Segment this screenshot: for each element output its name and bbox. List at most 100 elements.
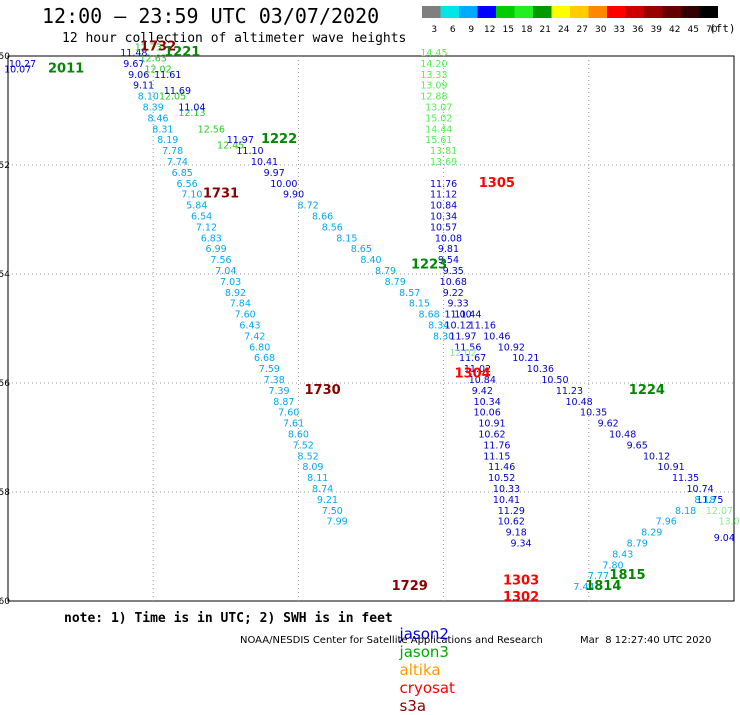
wave-height-value: 7.38 <box>264 375 285 386</box>
wave-height-value: 7.04 <box>215 266 236 277</box>
pass-number-label: 1729 <box>392 579 428 594</box>
wave-height-value: 8.18 <box>675 506 696 517</box>
color-swatch <box>551 6 570 18</box>
wave-height-value: 10.57 <box>430 222 457 233</box>
color-scale-label: 21 <box>540 25 551 35</box>
pass-number-label: 1730 <box>305 383 341 398</box>
wave-height-value: 12.02 <box>449 348 476 359</box>
pass-number-label: 1814 <box>585 579 621 594</box>
color-swatch <box>607 6 626 18</box>
wave-height-value: 10.84 <box>430 201 457 212</box>
color-scale-label: 9 <box>468 25 474 35</box>
wave-height-value: 7.84 <box>230 299 251 310</box>
wave-height-value: 11.35 <box>672 473 699 484</box>
wave-height-value: 12.63 <box>140 53 167 64</box>
wave-height-value: 11.00 <box>445 310 472 321</box>
mission-cryosat: cryosat <box>399 679 455 697</box>
color-scale-label: 18 <box>521 25 533 35</box>
color-swatch <box>662 6 681 18</box>
pass-number-label: 1732 <box>140 40 176 55</box>
wave-height-value: 12.45 <box>217 141 244 152</box>
wave-height-value: 11.23 <box>556 386 583 397</box>
wave-height-value: 9.18 <box>506 528 527 539</box>
wave-height-value: 11.10 <box>236 146 263 157</box>
wave-height-value: 7.99 <box>327 517 348 528</box>
color-swatch <box>588 6 607 18</box>
color-scale-label: 12 <box>484 25 495 35</box>
wave-height-value: 12.56 <box>198 124 225 135</box>
wave-height-value: 10.33 <box>493 484 520 495</box>
map-frame <box>7 55 735 602</box>
wave-height-value: 9.90 <box>283 190 304 201</box>
wave-height-value: 8.39 <box>143 103 164 114</box>
color-scale-label: 42 <box>669 25 680 35</box>
wave-height-value: 12.13 <box>178 108 205 119</box>
wave-height-value: 13.81 <box>430 146 457 157</box>
wave-height-value: 15.02 <box>425 113 452 124</box>
color-swatch <box>459 6 478 18</box>
wave-height-value: 12.88 <box>420 92 447 103</box>
wave-height-value: 7.96 <box>656 517 677 528</box>
wave-height-value: 10.27 <box>9 59 36 70</box>
color-scale-label: 27 <box>577 25 588 35</box>
wave-height-value: 14.20 <box>420 59 447 70</box>
wave-height-value: 11.61 <box>154 70 181 81</box>
wave-height-value: 8.40 <box>360 255 381 266</box>
wave-height-value: 7.74 <box>167 157 188 168</box>
wave-height-value: 11.04 <box>178 103 205 114</box>
lat-tick-label: -50 <box>0 52 10 62</box>
wave-height-value: 8.10 <box>138 92 159 103</box>
pass-number-label: 1731 <box>203 187 239 202</box>
color-scale-label: 39 <box>651 25 663 35</box>
wave-height-value: 14.44 <box>425 124 452 135</box>
wave-height-value: 11.97 <box>227 135 254 146</box>
wave-height-value: 10.52 <box>488 473 515 484</box>
lat-tick-label: -56 <box>0 379 10 389</box>
wave-height-value: 10.00 <box>270 179 297 190</box>
wave-height-value: 8.68 <box>419 310 440 321</box>
wave-height-value: 8.30 <box>433 331 454 342</box>
wave-height-value: 8.43 <box>612 549 633 560</box>
wave-height-value: 7.78 <box>162 146 183 157</box>
pass-number-label: 2011 <box>48 61 84 76</box>
pass-number-label: 1222 <box>261 132 297 147</box>
wave-height-value: 15.61 <box>425 135 452 146</box>
wave-height-value: 7.44 <box>573 582 594 593</box>
wave-height-value: 9.21 <box>317 495 338 506</box>
wave-height-value: 13.09 <box>420 81 447 92</box>
color-swatch <box>477 6 496 18</box>
pass-number-label: 1303 <box>503 574 539 589</box>
wave-height-value: 6.80 <box>249 342 270 353</box>
wave-height-value: 9.54 <box>438 255 459 266</box>
wave-height-value: 6.54 <box>191 212 212 223</box>
wave-height-value: 11.15 <box>483 451 510 462</box>
wave-height-value: 7.56 <box>210 255 231 266</box>
color-scale-label: 45 <box>688 25 699 35</box>
color-scale-label: 24 <box>558 25 570 35</box>
color-scale-legend: 3 6 9 12 15 18 21 24 27 30 33 36 39 42 45 70 <box>422 6 718 35</box>
wave-height-value: 10.34 <box>430 212 457 223</box>
grid-lines <box>8 56 734 601</box>
wave-height-value: 8.57 <box>399 288 420 299</box>
wave-height-value: 8.92 <box>225 288 246 299</box>
pass-number-label: 1224 <box>629 383 665 398</box>
wave-height-value: 6.43 <box>239 321 260 332</box>
wave-height-value: 13.07 <box>425 103 452 114</box>
wave-height-value: 8.72 <box>298 201 319 212</box>
wave-height-value: 11.76 <box>430 179 457 190</box>
wave-height-value: 10.62 <box>478 430 505 441</box>
wave-height-value: 9.34 <box>510 539 531 550</box>
pass-number-label: 1305 <box>479 176 515 191</box>
pass-number-label: 1221 <box>164 45 200 60</box>
wave-height-value: 8.52 <box>298 451 319 462</box>
wave-height-value: 7.61 <box>283 419 304 430</box>
wave-height-value: 6.85 <box>172 168 193 179</box>
wave-height-value: 10.48 <box>609 430 636 441</box>
wave-height-value: 7.60 <box>278 408 299 419</box>
wave-height-value: 14.45 <box>420 48 447 59</box>
color-swatch <box>570 6 589 18</box>
wave-height-value: 7.42 <box>244 331 265 342</box>
wave-height-value: 10.06 <box>474 408 501 419</box>
wave-height-value: 8.46 <box>147 113 168 124</box>
wave-height-value: 11.29 <box>498 506 525 517</box>
